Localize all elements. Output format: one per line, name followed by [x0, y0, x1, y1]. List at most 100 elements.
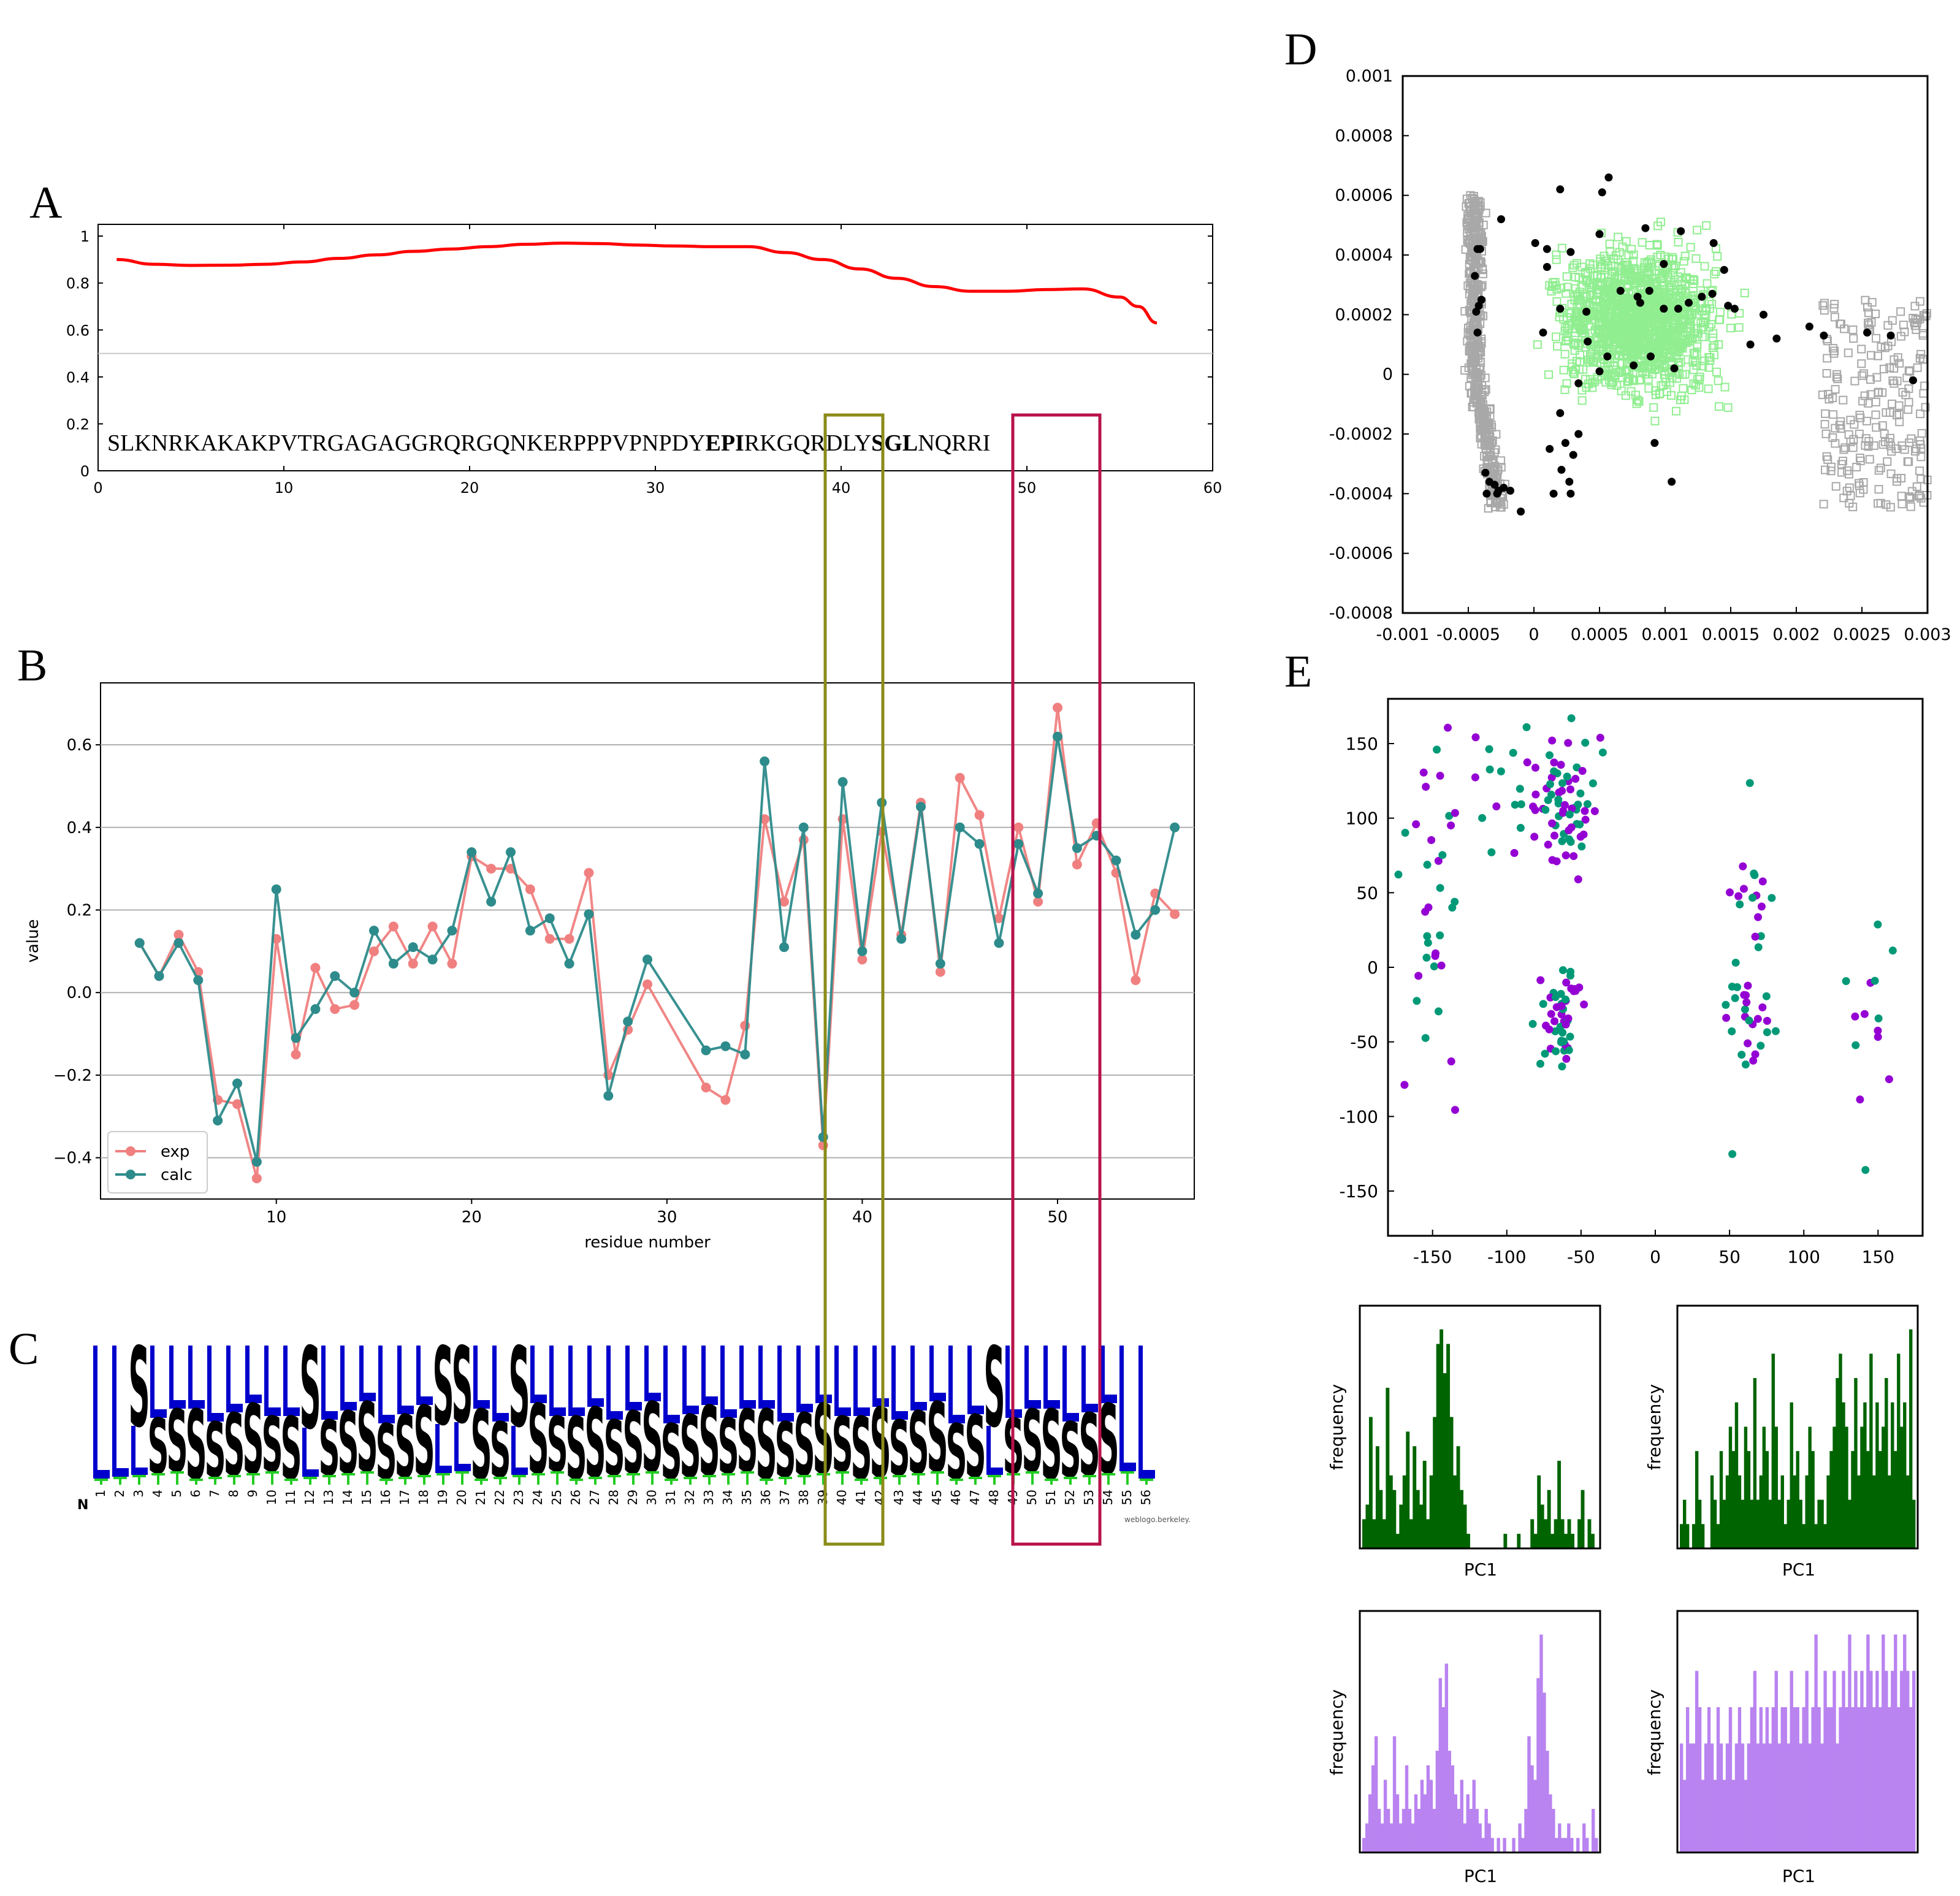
- purple-point: [1422, 782, 1430, 791]
- logo-position-label: 21: [473, 1490, 488, 1505]
- green-square: [1676, 323, 1685, 332]
- b-point-calc: [1053, 731, 1062, 742]
- hist-purple-left-bar: [1408, 1808, 1412, 1852]
- hist-green-left-frame: [1359, 1304, 1601, 1550]
- purple-point: [1590, 807, 1599, 815]
- teal-point: [1728, 1027, 1736, 1035]
- hist-green-right-bar: [1872, 1475, 1876, 1548]
- hist-green-right-bar: [1900, 1426, 1904, 1548]
- b-point-calc: [760, 756, 770, 766]
- logo-letter-L: [1138, 1346, 1143, 1479]
- black-point: [1556, 185, 1565, 194]
- logo-letter-L-foot: [872, 1398, 889, 1407]
- b-point-calc: [798, 822, 809, 832]
- hist-green-left-bar: [1422, 1461, 1427, 1548]
- hist-green-left-bar: [1560, 1519, 1565, 1548]
- purple-point: [1550, 831, 1558, 840]
- purple-point: [1564, 1014, 1573, 1022]
- teal-point: [1434, 1007, 1443, 1016]
- b-point-calc: [174, 938, 184, 948]
- hist-green-right-bar: [1682, 1499, 1687, 1548]
- grey-square: [1850, 376, 1859, 386]
- logo-letter-L: [986, 1426, 991, 1475]
- green-square: [1612, 280, 1622, 289]
- hist-purple-left-bar: [1524, 1808, 1528, 1852]
- black-point: [1746, 340, 1755, 349]
- teal-point: [1558, 1062, 1566, 1071]
- green-square: [1714, 376, 1723, 386]
- grey-square: [1916, 452, 1926, 462]
- logo-letter-L: [872, 1346, 877, 1407]
- green-square: [1615, 248, 1624, 257]
- green-square: [1595, 304, 1604, 313]
- black-point: [1670, 364, 1679, 373]
- grey-square: [1916, 444, 1926, 453]
- green-square: [1710, 341, 1719, 350]
- b-point-calc: [837, 777, 848, 787]
- b-point-exp: [584, 867, 594, 878]
- teal-point: [1433, 745, 1441, 754]
- black-point: [1566, 248, 1575, 256]
- black-point: [1724, 302, 1733, 310]
- hist-green-right-bar: [1860, 1426, 1864, 1548]
- grey-square: [1821, 465, 1830, 474]
- grey-square: [1864, 442, 1873, 451]
- hist-green-left-bar: [1503, 1534, 1508, 1548]
- e-xtick-label: -50: [1567, 1247, 1595, 1267]
- d-ytick-label: 0.0004: [1335, 246, 1393, 265]
- green-square: [1569, 370, 1579, 379]
- purple-point: [1571, 774, 1580, 783]
- logo-position-label: 5: [169, 1490, 184, 1498]
- b-ytick-label: −0.2: [53, 1067, 92, 1085]
- teal-point: [1581, 739, 1590, 747]
- grey-square: [1896, 307, 1905, 316]
- green-square: [1533, 340, 1542, 349]
- green-square: [1645, 240, 1654, 249]
- legend-exp-marker: [126, 1146, 135, 1156]
- panel-label-b: B: [17, 641, 47, 691]
- grey-square: [1898, 387, 1907, 397]
- logo-letter-T-stem: [347, 1473, 349, 1485]
- hist-green-left-bar: [1466, 1534, 1470, 1548]
- green-square: [1620, 268, 1630, 277]
- green-square: [1560, 326, 1569, 335]
- hist-purple-left-bar: [1401, 1808, 1406, 1852]
- black-point: [1497, 215, 1505, 224]
- logo-letter-T-stem: [974, 1477, 977, 1485]
- teal-point: [1763, 1028, 1771, 1037]
- black-point: [1493, 489, 1501, 498]
- grey-square: [1850, 420, 1859, 429]
- hist-purple-left-bar: [1582, 1823, 1586, 1852]
- a-xtick-label: 60: [1203, 479, 1222, 497]
- logo-letter-L-foot: [777, 1413, 794, 1422]
- green-square: [1631, 278, 1641, 287]
- black-point: [1476, 245, 1484, 253]
- grey-square: [1823, 354, 1832, 363]
- hist-purple-left-bar: [1555, 1838, 1558, 1852]
- grey-square: [1871, 310, 1880, 319]
- b-point-exp: [974, 810, 985, 820]
- grey-square: [1912, 482, 1921, 491]
- d-xtick-label: 0.003: [1904, 625, 1951, 644]
- hist-purple-left-bar: [1371, 1765, 1375, 1852]
- teal-point: [1567, 714, 1576, 723]
- green-square: [1615, 337, 1624, 346]
- logo-letter-T-stem: [328, 1475, 330, 1485]
- logo-letter-L-foot: [1062, 1413, 1079, 1422]
- hist-purple-left-bar: [1558, 1823, 1562, 1852]
- hist-green-left-bar: [1587, 1519, 1592, 1548]
- green-square: [1644, 375, 1653, 384]
- green-square: [1611, 365, 1620, 375]
- logo-position-label: 50: [1024, 1490, 1039, 1505]
- purple-point: [1552, 857, 1561, 866]
- black-point: [1636, 299, 1644, 307]
- hist-purple-right-bar: [1799, 1743, 1802, 1852]
- panel-label-e: E: [1284, 647, 1312, 697]
- hist-purple-right-bar: [1688, 1743, 1693, 1852]
- grey-square: [1481, 440, 1490, 449]
- logo-letter-T-stem: [119, 1477, 121, 1485]
- logo-letter-L-foot: [1138, 1470, 1155, 1479]
- grey-square: [1463, 221, 1472, 230]
- purple-point: [1531, 806, 1539, 815]
- logo-letter-L-foot: [606, 1411, 623, 1420]
